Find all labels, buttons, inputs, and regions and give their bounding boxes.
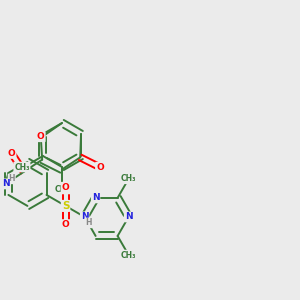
- Text: N: N: [81, 212, 88, 221]
- Text: N: N: [92, 194, 99, 202]
- Text: O: O: [96, 163, 104, 172]
- Text: O: O: [62, 183, 69, 192]
- Text: CH₃: CH₃: [14, 163, 30, 172]
- Text: N: N: [2, 179, 9, 188]
- Text: O: O: [8, 149, 16, 158]
- Text: CH₃: CH₃: [121, 174, 136, 183]
- Text: O: O: [37, 132, 45, 141]
- Text: CH₃: CH₃: [121, 250, 136, 260]
- Text: H: H: [8, 174, 15, 183]
- Text: H: H: [85, 218, 92, 227]
- Text: S: S: [62, 201, 69, 211]
- Text: N: N: [125, 212, 132, 221]
- Text: O: O: [62, 220, 69, 229]
- Text: CH₃: CH₃: [54, 184, 70, 194]
